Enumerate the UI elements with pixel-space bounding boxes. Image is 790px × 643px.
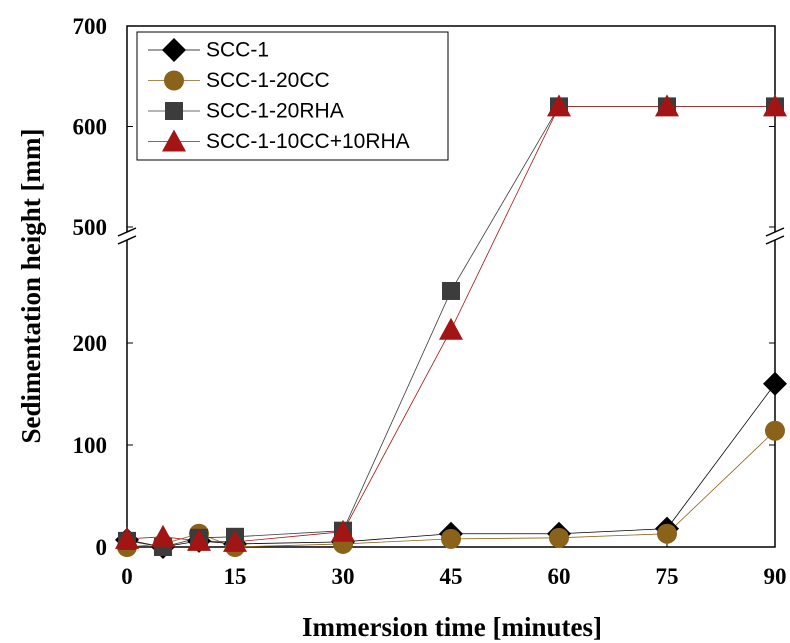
axis-break — [765, 227, 785, 237]
legend-marker — [162, 129, 186, 152]
data-point — [187, 528, 211, 551]
legend-label: SCC-1-20RHA — [206, 100, 344, 123]
data-point — [439, 317, 463, 340]
y-tick-label: 0 — [96, 535, 108, 560]
y-tick-label: 500 — [73, 215, 108, 240]
x-tick-label: 45 — [440, 564, 463, 589]
axis-break — [765, 235, 785, 245]
y-axis-label: Sedimentation height [mm] — [16, 129, 46, 444]
data-point — [442, 281, 460, 300]
data-point — [763, 371, 787, 396]
data-point — [115, 526, 139, 549]
axis-break — [117, 227, 137, 237]
y-tick-label: 200 — [73, 331, 108, 356]
x-tick-label: 75 — [656, 564, 679, 589]
data-point — [331, 519, 355, 542]
data-point — [151, 524, 175, 547]
data-point — [655, 94, 679, 117]
data-point — [657, 523, 677, 544]
data-point — [763, 94, 787, 117]
y-tick-label: 100 — [73, 433, 108, 458]
axis-break-gap — [767, 232, 783, 240]
legend-label: SCC-1-20CC — [206, 69, 330, 92]
legend-box — [136, 31, 449, 161]
x-tick-label: 60 — [548, 564, 571, 589]
axis-break-gap — [119, 232, 135, 240]
legend-label: SCC-1-10CC+10RHA — [206, 130, 410, 153]
legend-marker — [164, 70, 184, 91]
x-tick-label: 30 — [332, 564, 355, 589]
x-axis-label: Immersion time [minutes] — [302, 612, 602, 642]
data-point — [223, 529, 247, 552]
legend-marker — [162, 38, 186, 62]
y-tick-label: 600 — [73, 114, 108, 139]
data-point — [441, 528, 461, 549]
y-tick-label: 700 — [73, 14, 108, 39]
x-tick-label: 0 — [121, 564, 133, 589]
axis-break — [117, 235, 137, 245]
x-tick-label: 15 — [224, 564, 247, 589]
data-point — [549, 527, 569, 548]
data-point — [547, 94, 571, 117]
x-tick-label: 90 — [764, 564, 787, 589]
data-point — [765, 420, 785, 441]
legend-marker — [165, 102, 183, 120]
legend-label: SCC-1 — [206, 39, 269, 62]
